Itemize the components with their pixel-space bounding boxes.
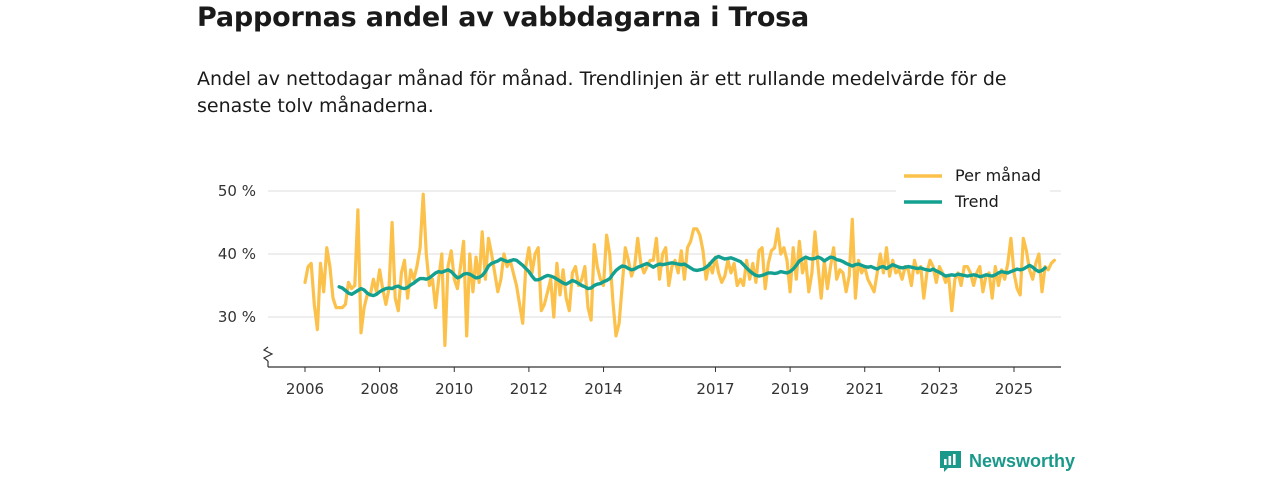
x-tick-label: 2008	[361, 380, 399, 398]
x-tick-label: 2019	[771, 380, 809, 398]
x-tick-label: 2023	[920, 380, 958, 398]
x-tick-label: 2010	[435, 380, 473, 398]
y-tick-label: 30 %	[218, 308, 256, 326]
legend-label-trend: Trend	[954, 192, 999, 211]
legend-label-per-manad: Per månad	[955, 166, 1041, 185]
chart-subtitle: Andel av nettodagar månad för månad. Tre…	[197, 68, 1007, 117]
axes: 2006 2008 2010 2012 2014 2017 2019 2021 2023 2025	[262, 346, 1061, 398]
x-tick-label: 2012	[510, 380, 548, 398]
legend: Per månad Trend	[896, 162, 1050, 214]
y-tick-label: 50 %	[218, 182, 256, 200]
axis-break-icon	[262, 346, 274, 362]
y-tick-label: 40 %	[218, 245, 256, 263]
newsworthy-logo-icon	[940, 451, 961, 472]
x-tick-label: 2017	[696, 380, 734, 398]
chart-title: Pappornas andel av vabbdagarna i Trosa	[197, 2, 810, 33]
x-tick-label: 2025	[995, 380, 1033, 398]
series-layer	[303, 192, 1057, 347]
x-tick-label: 2014	[584, 380, 622, 398]
x-tick-label: 2021	[846, 380, 884, 398]
series-per-manad-line	[303, 192, 1057, 347]
brand-logo: Newsworthy	[939, 450, 1075, 473]
x-tick-label: 2006	[286, 380, 324, 398]
brand-name: Newsworthy	[969, 451, 1076, 471]
legend-background	[896, 162, 1050, 214]
series-trend-line	[337, 254, 1047, 298]
